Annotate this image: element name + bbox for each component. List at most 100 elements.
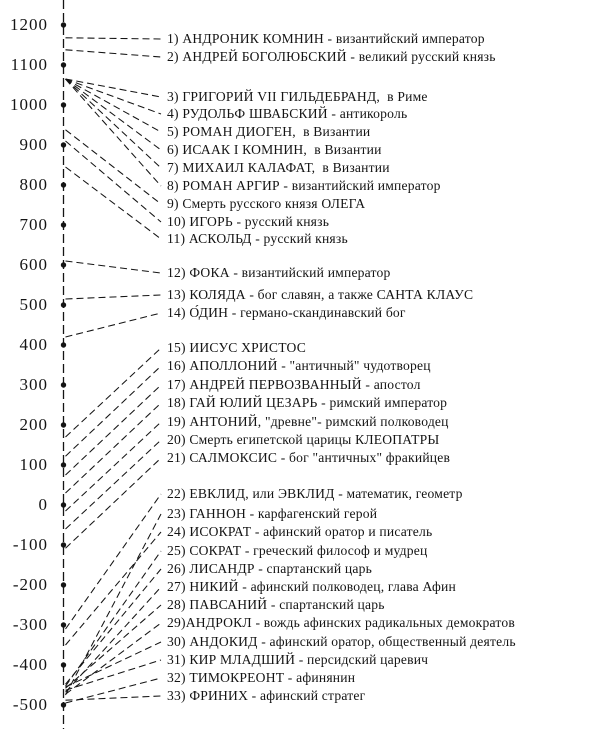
axis-tick-label: 600 [19, 255, 48, 274]
axis-tick-label: 1100 [10, 55, 48, 74]
timeline-entry: 24) ИСОКРАТ - афинский оратор и писатель [167, 524, 433, 539]
axis-tick-label: -500 [12, 695, 48, 714]
timeline-entry: 5) РОМАН ДИОГЕН, в Византии [167, 124, 371, 139]
timeline-entry: 8) РОМАН АРГИР - византийский император [167, 178, 441, 193]
timeline-entry: 29)АНДРОКЛ - вождь афинских радикальных … [167, 615, 515, 630]
axis-tick-label: 900 [19, 135, 48, 154]
timeline-entry: 20) Смерть египетской царицы КЛЕОПАТРЫ [167, 432, 440, 447]
axis-tick-dot [60, 622, 67, 628]
connector-line [65, 439, 162, 530]
axis-tick-dot [60, 62, 67, 68]
timeline-entry: 17) АНДРЕЙ ПЕРВОЗВАННЫЙ - апостол [167, 377, 421, 392]
connector-line [65, 166, 162, 240]
timeline-entry: 21) САЛМОКСИС - бог "античных" фракийцев [167, 450, 451, 465]
connector-line [65, 493, 162, 630]
axis-tick-label: -300 [12, 615, 48, 634]
connector-line [65, 513, 162, 696]
axis-tick-dot [60, 422, 67, 428]
axis-tick-label: -100 [12, 535, 48, 554]
timeline-entry: 13) КОЛЯДА - бог славян, а также САНТА К… [167, 287, 474, 302]
connector-line [65, 140, 162, 223]
timeline-entry: 1) АНДРОНИК КОМНИН - византийский импера… [167, 31, 485, 46]
connector-line [65, 695, 162, 701]
connector-line [65, 78, 162, 115]
connector-line [65, 457, 162, 549]
timeline-entry: 30) АНДОКИД - афинский оратор, обществен… [167, 634, 516, 649]
timeline-entry: 10) ИГОРЬ - русский князь [167, 214, 330, 229]
connector-line [65, 294, 162, 300]
connector-line [65, 659, 162, 691]
axis-tick-label: 200 [19, 415, 48, 434]
timeline-entry: 11) АСКОЛЬД - русский князь [167, 231, 348, 246]
axis-tick-label: 1000 [10, 95, 48, 114]
connector-line [65, 604, 162, 689]
axis-tick-dot [60, 462, 67, 468]
timeline-entry: 23) ГАННОН - карфагенский герой [167, 506, 378, 521]
timeline-entry: 4) РУДОЛЬФ ШВАБСКИЙ - антикороль [167, 106, 408, 121]
axis-tick-label: 400 [19, 335, 48, 354]
timeline-entry: 28) ПАВСАНИЙ - спартанский царь [167, 597, 385, 612]
connector-line [65, 365, 162, 457]
timeline-entry: 25) СОКРАТ - греческий философ и мудрец [167, 543, 428, 558]
timeline-entry: 19) АНТОНИЙ, "древне"- римский полководе… [167, 414, 449, 429]
connector-line [65, 550, 162, 687]
connector-line [65, 586, 162, 693]
axis-tick-dot [60, 582, 67, 588]
timeline-entry: 6) ИСААК I КОМНИН, в Византии [167, 142, 382, 157]
connector-line [65, 78, 162, 187]
axis-tick-label: 700 [19, 215, 48, 234]
timeline-entry: 3) ГРИГОРИЙ VII ГИЛЬДЕБРАНД, в Риме [167, 89, 428, 104]
timeline-entry: 7) МИХАИЛ КАЛАФАТ, в Византии [167, 160, 390, 175]
axis-tick-label: 800 [19, 175, 48, 194]
connector-line [65, 568, 162, 685]
axis-tick-label: 500 [19, 295, 48, 314]
connector-line [65, 384, 162, 476]
timeline-entry: 18) ГАЙ ЮЛИЙ ЦЕЗАРЬ - римский император [167, 395, 448, 410]
axis-tick-dot [60, 382, 67, 388]
timeline-entry: 27) НИКИЙ - афинский полководец, глава А… [167, 579, 456, 594]
axis-tick-label: 300 [19, 375, 48, 394]
axis-tick-label: 1200 [10, 15, 48, 34]
connector-line [65, 129, 162, 205]
timeline-entry: 22) ЕВКЛИД, или ЭВКЛИД - математик, геом… [167, 486, 463, 501]
timeline-entry: 32) ТИМОКРЕОНТ - афинянин [167, 670, 356, 685]
connector-line [65, 78, 162, 133]
timeline-entry: 33) ФРИНИХ - афинский стратег [167, 688, 366, 703]
connector-line [65, 402, 162, 494]
timeline-entry: 15) ИИСУС ХРИСТОС [167, 340, 306, 355]
axis-tick-dot [60, 262, 67, 268]
timeline-entry: 14) О́ДИН - германо-скандинавский бог [167, 305, 406, 320]
timeline-entry: 31) КИР МЛАДШИЙ - персидский царевич [167, 652, 429, 667]
connector-line [65, 677, 162, 704]
connector-line [65, 622, 162, 695]
axis-tick-dot [60, 302, 67, 308]
axis-tick-dot [60, 222, 67, 228]
connector-line [65, 641, 162, 688]
timeline-entry: 12) ФОКА - византийский император [167, 265, 391, 280]
connector-line [65, 49, 162, 58]
timeline-entry: 9) Смерть русского князя ОЛЕГА [167, 196, 366, 211]
connector-line [65, 78, 162, 151]
axis-tick-label: -400 [12, 655, 48, 674]
axis-tick-dot [60, 542, 67, 548]
connector-line [65, 531, 162, 646]
connector-line [65, 421, 162, 512]
timeline-entry: 26) ЛИСАНДР - спартанский царь [167, 561, 373, 576]
axis-tick-label: 0 [38, 495, 48, 514]
connector-line [65, 78, 162, 98]
axis-tick-label: -200 [12, 575, 48, 594]
axis-tick-dot [60, 662, 67, 668]
connector-line [65, 312, 162, 338]
axis-tick-dot [60, 342, 67, 348]
connector-line [65, 347, 162, 438]
axis-tick-dot [60, 182, 67, 188]
connector-line [65, 37, 162, 40]
axis-tick-dot [60, 142, 67, 148]
timeline-entry: 16) АПОЛЛОНИЙ - "античный" чудотворец [167, 358, 431, 373]
axis-tick-label: 100 [19, 455, 48, 474]
axis-tick-dot [60, 102, 67, 108]
axis-tick-dot [60, 502, 67, 508]
axis-tick-dot [60, 702, 67, 708]
